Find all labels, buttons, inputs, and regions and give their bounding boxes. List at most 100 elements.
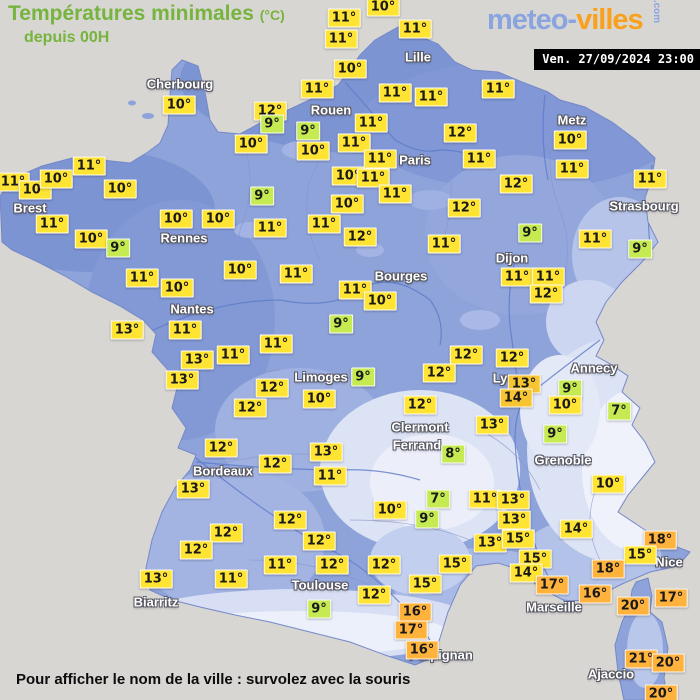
temp-badge[interactable]: 11° xyxy=(363,149,397,169)
temp-badge[interactable]: 11° xyxy=(398,19,432,39)
temp-badge[interactable]: 11° xyxy=(72,156,106,176)
temp-badge[interactable]: 11° xyxy=(555,159,589,179)
temp-badge[interactable]: 13° xyxy=(139,569,173,589)
temp-badge[interactable]: 11° xyxy=(168,320,202,340)
temp-badge[interactable]: 10° xyxy=(103,179,137,199)
temp-badge[interactable]: 17° xyxy=(535,575,569,595)
temp-badge[interactable]: 12° xyxy=(315,555,349,575)
temp-badge[interactable]: 9° xyxy=(260,114,284,134)
temp-badge[interactable]: 11° xyxy=(356,168,390,188)
temp-badge[interactable]: 10° xyxy=(201,209,235,229)
temp-badge[interactable]: 11° xyxy=(327,8,361,28)
temp-badge[interactable]: 15° xyxy=(438,554,472,574)
temp-badge[interactable]: 16° xyxy=(398,602,432,622)
temp-badge[interactable]: 12° xyxy=(357,585,391,605)
temp-badge[interactable]: 11° xyxy=(300,79,334,99)
temp-badge[interactable]: 10° xyxy=(159,209,193,229)
temp-badge[interactable]: 10° xyxy=(39,169,73,189)
temp-badge[interactable]: 9° xyxy=(628,239,652,259)
temp-badge[interactable]: 20° xyxy=(616,596,650,616)
temp-badge[interactable]: 18° xyxy=(591,559,625,579)
temp-badge[interactable]: 11° xyxy=(578,229,612,249)
temp-badge[interactable]: 18° xyxy=(643,530,677,550)
temp-badge[interactable]: 10° xyxy=(330,194,364,214)
temp-badge[interactable]: 12° xyxy=(499,174,533,194)
temp-badge[interactable]: 17° xyxy=(654,588,688,608)
temp-badge[interactable]: 10° xyxy=(74,229,108,249)
temp-badge[interactable]: 14° xyxy=(499,388,533,408)
temp-badge[interactable]: 15° xyxy=(501,529,535,549)
temp-badge[interactable]: 10° xyxy=(296,141,330,161)
temp-badge[interactable]: 14° xyxy=(509,563,543,583)
temp-badge[interactable]: 11° xyxy=(259,334,293,354)
temp-badge[interactable]: 12° xyxy=(403,395,437,415)
temp-badge[interactable]: 11° xyxy=(324,29,358,49)
temp-badge[interactable]: 12° xyxy=(443,123,477,143)
temp-badge[interactable]: 12° xyxy=(343,227,377,247)
temp-badge[interactable]: 13° xyxy=(180,350,214,370)
temp-badge[interactable]: 10° xyxy=(160,278,194,298)
temp-badge[interactable]: 14° xyxy=(559,519,593,539)
temp-badge[interactable]: 13° xyxy=(473,533,507,553)
temp-badge[interactable]: 7° xyxy=(607,401,631,421)
temp-badge[interactable]: 11° xyxy=(462,149,496,169)
temp-badge[interactable]: 12° xyxy=(255,378,289,398)
temp-badge[interactable]: 13° xyxy=(497,510,531,530)
temp-badge[interactable]: 10° xyxy=(223,260,257,280)
temp-badge[interactable]: 10° xyxy=(366,0,400,17)
temp-badge[interactable]: 12° xyxy=(449,345,483,365)
temp-badge[interactable]: 12° xyxy=(529,284,563,304)
temp-badge[interactable]: 11° xyxy=(378,83,412,103)
temp-badge[interactable]: 11° xyxy=(500,267,534,287)
temp-badge[interactable]: 11° xyxy=(253,218,287,238)
temp-badge[interactable]: 12° xyxy=(367,555,401,575)
temp-badge[interactable]: 10° xyxy=(162,95,196,115)
temp-badge[interactable]: 11° xyxy=(354,113,388,133)
temp-badge[interactable]: 13° xyxy=(165,370,199,390)
temp-badge[interactable]: 11° xyxy=(414,87,448,107)
temp-badge[interactable]: 11° xyxy=(313,466,347,486)
temp-badge[interactable]: 12° xyxy=(233,398,267,418)
temp-badge[interactable]: 12° xyxy=(447,198,481,218)
temp-badge[interactable]: 11° xyxy=(633,169,667,189)
temp-badge[interactable]: 16° xyxy=(405,640,439,660)
temp-badge[interactable]: 16° xyxy=(578,584,612,604)
temp-badge[interactable]: 9° xyxy=(415,509,439,529)
temp-badge[interactable]: 9° xyxy=(558,379,582,399)
temp-badge[interactable]: 11° xyxy=(214,569,248,589)
meteo-villes-logo[interactable]: meteo-villes .com xyxy=(487,0,666,37)
temp-badge[interactable]: 13° xyxy=(475,415,509,435)
temp-badge[interactable]: 10° xyxy=(234,134,268,154)
temp-badge[interactable]: 11° xyxy=(338,280,372,300)
temp-badge[interactable]: 13° xyxy=(507,374,541,394)
temp-badge[interactable]: 10° xyxy=(548,395,582,415)
temp-badge[interactable]: 12° xyxy=(302,531,336,551)
temp-badge[interactable]: 12° xyxy=(258,454,292,474)
temp-badge[interactable]: 10° xyxy=(302,389,336,409)
temp-badge[interactable]: 11° xyxy=(263,555,297,575)
temp-badge[interactable]: 9° xyxy=(518,223,542,243)
temp-badge[interactable]: 9° xyxy=(351,367,375,387)
temp-badge[interactable]: 15° xyxy=(408,574,442,594)
temp-badge[interactable]: 11° xyxy=(216,345,250,365)
temp-badge[interactable]: 11° xyxy=(279,264,313,284)
temp-badge[interactable]: 10° xyxy=(333,59,367,79)
temp-badge[interactable]: 8° xyxy=(441,444,465,464)
temp-badge[interactable]: 11° xyxy=(378,184,412,204)
temp-badge[interactable]: 12° xyxy=(209,523,243,543)
temp-badge[interactable]: 9° xyxy=(250,186,274,206)
temp-badge[interactable]: 10° xyxy=(553,130,587,150)
temp-badge[interactable]: 7° xyxy=(426,489,450,509)
temp-badge[interactable]: 11° xyxy=(307,214,341,234)
temp-badge[interactable]: 21° xyxy=(624,649,658,669)
temp-badge[interactable]: 20° xyxy=(651,653,685,673)
temp-badge[interactable]: 10° xyxy=(591,474,625,494)
temp-badge[interactable]: 9° xyxy=(543,424,567,444)
temp-badge[interactable]: 11° xyxy=(125,268,159,288)
temp-badge[interactable]: 12° xyxy=(422,363,456,383)
temp-badge[interactable]: 9° xyxy=(296,121,320,141)
temp-badge[interactable]: 20° xyxy=(644,684,678,700)
temp-badge[interactable]: 11° xyxy=(481,79,515,99)
temp-badge[interactable]: 10° xyxy=(363,291,397,311)
temp-badge[interactable]: 12° xyxy=(273,510,307,530)
